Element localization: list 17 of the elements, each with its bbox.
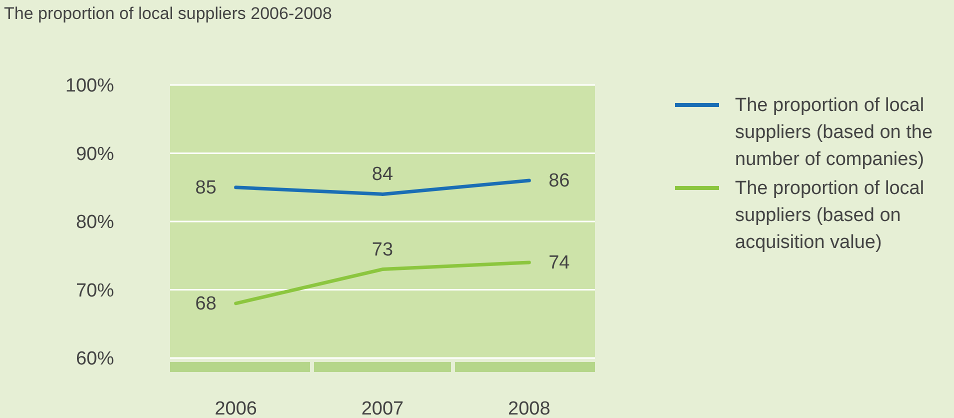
data-label: 85 xyxy=(195,177,216,198)
x-tick-label: 2008 xyxy=(508,398,550,418)
legend-label: The proportion of local suppliers (based on acquisition value) xyxy=(735,177,926,255)
data-label: 74 xyxy=(548,252,570,274)
data-label: 68 xyxy=(195,293,216,314)
x-tick-label: 2007 xyxy=(361,398,404,418)
data-label: 73 xyxy=(372,239,394,260)
y-tick-label: 80% xyxy=(76,212,114,234)
chart-title: The proportion of local suppliers 2006-2008 xyxy=(4,4,332,24)
x-tick-label: 2006 xyxy=(214,398,257,418)
data-label: 84 xyxy=(372,164,394,186)
data-label: 86 xyxy=(548,170,570,192)
legend-label: The proportion of local suppliers (based on the number of companies) xyxy=(735,94,934,172)
y-tick-label: 100% xyxy=(65,76,114,97)
y-tick-label: 60% xyxy=(76,348,114,370)
y-tick-label: 90% xyxy=(76,144,114,165)
y-tick-label: 70% xyxy=(76,280,114,302)
